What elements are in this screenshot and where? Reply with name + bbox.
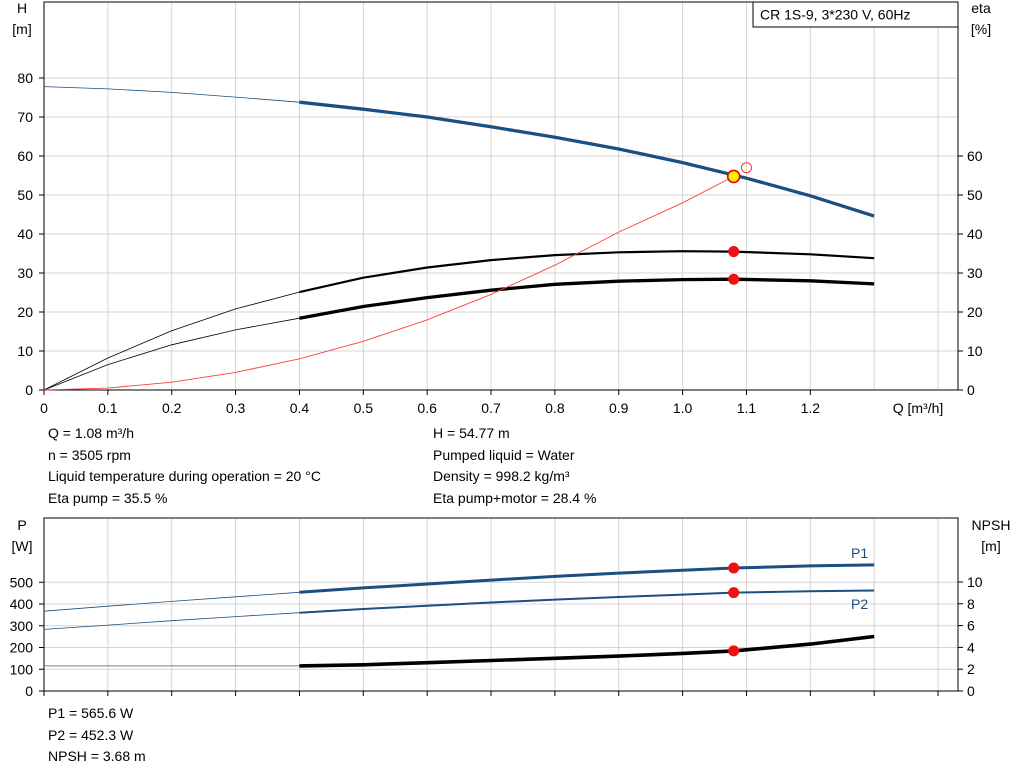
y-left-axis-unit: [W]	[12, 538, 33, 554]
x-tick-label: 1.1	[737, 400, 757, 416]
x-tick-label: 0.1	[98, 400, 118, 416]
info-p2: P2 = 452.3 W	[48, 726, 134, 743]
y-left-axis-label: H	[17, 0, 27, 16]
y-left-tick-label: 70	[17, 109, 33, 125]
p1-curve-extrapolated	[43, 591, 300, 612]
x-tick-label: 0.2	[162, 400, 182, 416]
p1-curve	[299, 563, 875, 594]
p2-curve-extrapolated	[43, 612, 300, 630]
plot-border	[43, 1, 959, 391]
y-right-tick-label: 2	[967, 661, 975, 677]
y-right-tick-label: 6	[967, 618, 975, 634]
info-bottom: P1 = 565.6 W P2 = 452.3 W NPSH = 3.68 m	[48, 703, 146, 768]
info-density: Density = 998.2 kg/m³	[433, 468, 570, 484]
x-tick-label: 0.5	[354, 400, 374, 416]
y-right-tick-label: 40	[967, 226, 983, 242]
x-axis-label: Q [m³/h]	[893, 400, 944, 416]
y-left-tick-label: 400	[10, 596, 34, 612]
y-left-tick-label: 30	[17, 265, 33, 281]
operating-point-p1	[728, 562, 740, 574]
plot-frame	[43, 1, 959, 391]
info-head: H = 54.77 m	[433, 425, 510, 441]
x-tick-label: 0.4	[290, 400, 310, 416]
y-right-tick-label: 20	[967, 304, 983, 320]
eta-pump-motor-curve-extrapolated	[43, 317, 300, 391]
info-p1: P1 = 565.6 W	[48, 705, 134, 721]
y-right-tick-label: 0	[967, 382, 975, 398]
y-right-tick-label: 50	[967, 187, 983, 203]
y-right-axis-label: eta	[971, 0, 991, 16]
operating-point-eta-pump-motor	[728, 273, 740, 285]
y-left-tick-label: 300	[10, 618, 34, 634]
eta-pump-curve-extrapolated	[43, 291, 300, 391]
head-curve-extrapolated	[43, 86, 300, 103]
npsh-curve	[299, 634, 875, 668]
y-left-tick-label: 100	[10, 661, 34, 677]
y-left-tick-label: 60	[17, 148, 33, 164]
x-tick-label: 0.7	[481, 400, 501, 416]
y-left-tick-label: 20	[17, 304, 33, 320]
y-left-tick-label: 200	[10, 640, 34, 656]
y-left-tick-label: 0	[25, 683, 33, 699]
y-left-tick-label: 80	[17, 70, 33, 86]
y-left-axis-unit: [m]	[12, 21, 31, 37]
y-right-axis-label: NPSH	[972, 517, 1011, 533]
info-eta-pump-motor: Eta pump+motor = 28.4 %	[433, 489, 597, 506]
x-tick-label: 1.2	[801, 400, 821, 416]
x-tick-label: 0	[40, 400, 48, 416]
operating-point-npsh	[728, 645, 740, 657]
title-box	[752, 1, 959, 28]
y-right-tick-label: 8	[967, 596, 975, 612]
p2-curve	[299, 589, 875, 614]
requested-duty-point	[740, 162, 752, 174]
info-npsh: NPSH = 3.68 m	[48, 748, 146, 764]
p1-series-label: P1	[851, 545, 868, 561]
x-tick-label: 0.3	[226, 400, 246, 416]
operating-point-head	[726, 169, 741, 184]
y-left-tick-label: 50	[17, 187, 33, 203]
p2-series-label: P2	[851, 596, 868, 612]
system-curve	[43, 176, 734, 391]
operating-point-p2	[728, 587, 740, 599]
x-tick-label: 1.0	[673, 400, 693, 416]
y-left-tick-label: 10	[17, 343, 33, 359]
y-right-tick-label: 10	[967, 574, 983, 590]
eta-pump-motor-curve	[299, 277, 875, 320]
head-curve	[299, 100, 875, 218]
info-top-right: H = 54.77 m Pumped liquid = Water Densit…	[433, 423, 596, 509]
operating-point-eta-pump	[728, 246, 740, 258]
info-speed: n = 3505 rpm	[48, 446, 131, 463]
eta-pump-curve	[299, 250, 875, 294]
x-tick-label: 0.6	[417, 400, 437, 416]
y-right-tick-label: 0	[967, 683, 975, 699]
head-efficiency-chart: 0 0.1 0.2 0.3 0.4 0.5 0.6 0.7 0.8 0.9 1.0 1.1 1.2 Q […	[12, 0, 991, 416]
y-right-tick-label: 30	[967, 265, 983, 281]
y-left-tick-label: 40	[17, 226, 33, 242]
info-eta-pump: Eta pump = 35.5 %	[48, 489, 168, 506]
y-right-tick-label: 10	[967, 343, 983, 359]
y-right-tick-label: 60	[967, 148, 983, 164]
y-left-axis-label: P	[17, 517, 26, 533]
y-left-tick-label: 0	[25, 382, 33, 398]
x-tick-label: 0.9	[609, 400, 629, 416]
y-right-axis-unit: [%]	[971, 21, 991, 37]
info-pumped-liquid: Pumped liquid = Water	[433, 446, 575, 463]
power-npsh-chart: 0 100 200 300 400 500 P [W] 0 2 4 6 8 10 NPSH [m] P1 P2	[10, 517, 1011, 699]
info-liquid-temperature: Liquid temperature during operation = 20…	[48, 468, 321, 484]
chart-title: CR 1S-9, 3*230 V, 60Hz	[760, 7, 910, 23]
y-right-axis-unit: [m]	[981, 538, 1000, 554]
y-right-tick-label: 4	[967, 639, 975, 655]
y-left-tick-label: 500	[10, 574, 34, 590]
x-tick-label: 0.8	[545, 400, 565, 416]
info-top-left: Q = 1.08 m³/h n = 3505 rpm Liquid temper…	[48, 423, 321, 509]
info-flow: Q = 1.08 m³/h	[48, 425, 134, 441]
